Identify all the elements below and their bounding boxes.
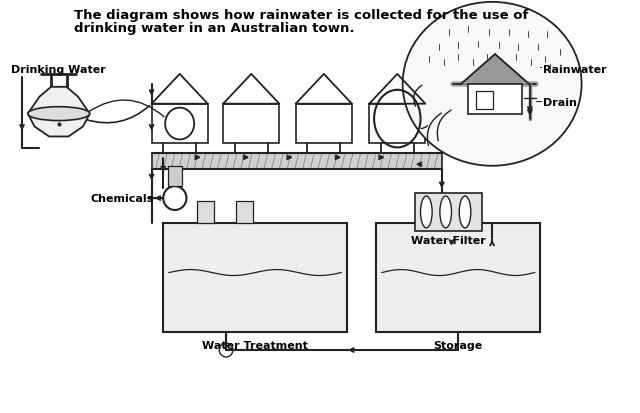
Ellipse shape xyxy=(440,197,451,228)
Bar xyxy=(376,223,540,332)
Text: Water Filter: Water Filter xyxy=(412,235,486,245)
Bar xyxy=(152,154,442,170)
Text: drinking water in an Australian town.: drinking water in an Australian town. xyxy=(74,22,355,35)
Bar xyxy=(197,202,214,223)
Bar xyxy=(236,202,253,223)
Text: Chemicals: Chemicals xyxy=(91,194,154,204)
Text: Storage: Storage xyxy=(434,340,483,350)
Ellipse shape xyxy=(403,3,582,166)
Polygon shape xyxy=(461,55,529,85)
Bar xyxy=(223,104,279,144)
Text: Rainwater: Rainwater xyxy=(543,65,607,75)
Text: P: P xyxy=(172,194,178,203)
Polygon shape xyxy=(28,88,90,137)
Text: The diagram shows how rainwater is collected for the use of: The diagram shows how rainwater is colle… xyxy=(74,9,529,22)
Bar xyxy=(168,167,182,187)
Text: Drain: Drain xyxy=(543,97,577,107)
Text: Water Treatment: Water Treatment xyxy=(202,340,308,350)
Bar xyxy=(468,85,522,114)
Text: Drinking Water: Drinking Water xyxy=(12,65,106,75)
Ellipse shape xyxy=(460,197,471,228)
Bar xyxy=(152,104,208,144)
Bar xyxy=(296,104,352,144)
Bar xyxy=(369,104,426,144)
Bar xyxy=(476,92,493,109)
Bar xyxy=(163,223,347,332)
Circle shape xyxy=(163,187,186,211)
Ellipse shape xyxy=(420,197,432,228)
Ellipse shape xyxy=(28,107,90,121)
Bar xyxy=(415,194,483,231)
